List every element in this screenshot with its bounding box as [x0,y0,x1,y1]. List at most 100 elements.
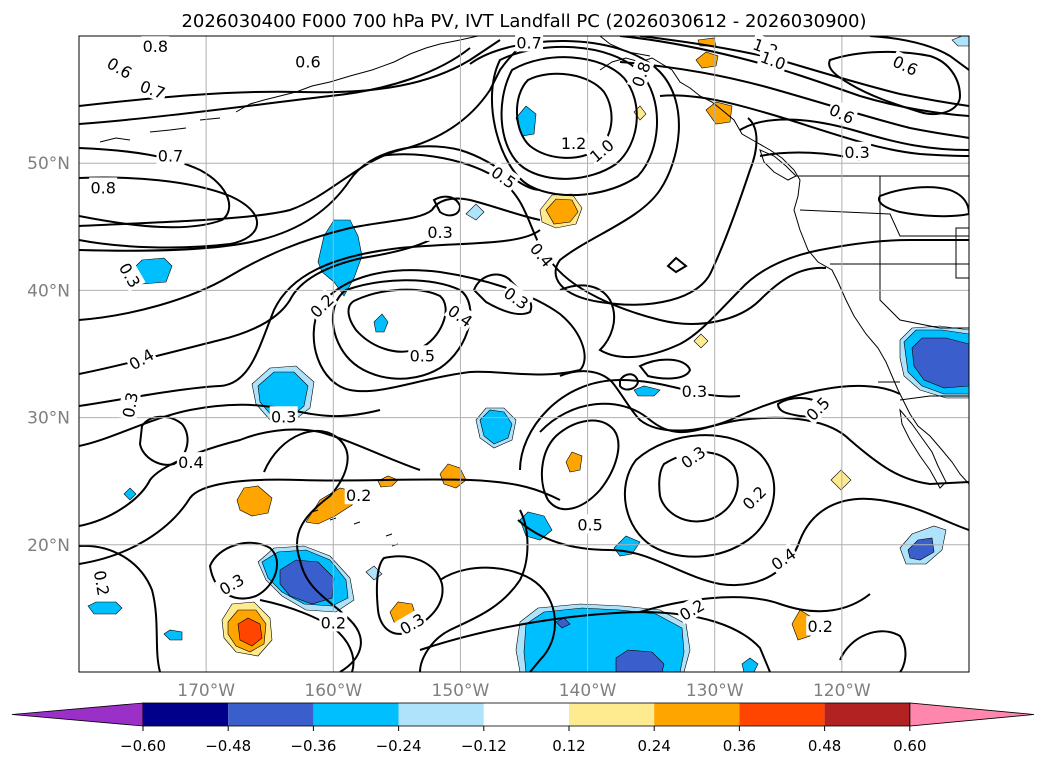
border-us-mexico [899,395,969,401]
contour-label-background [214,568,249,599]
contour-label-background [825,98,859,128]
contour-label: 0.2 [321,613,346,632]
shade-pos-14n-center [237,617,263,647]
contour-label-group: 0.5 [408,345,437,365]
contour-label-background [408,345,437,365]
shade-neg-20n [519,511,553,541]
colorbar-tick-label: 0.24 [637,737,670,755]
contour-label-group: 0.7 [156,145,185,166]
contour-line [878,186,969,218]
contour-label-background [293,51,322,71]
contour-line [419,610,771,672]
x-tick-label: 140°W [559,681,617,701]
colorbar-bin [569,703,655,726]
border-state-4 [879,264,969,329]
contour-label-background [394,608,429,639]
y-axis-ticks: 50°N 40°N 30°N 20°N [27,154,70,556]
contour-label: 0.3 [271,407,296,426]
contour-line [79,428,421,527]
contour-line [869,36,969,71]
contour-label-group: 0.2 [90,567,115,599]
border-state-5 [955,227,969,279]
x-axis-ticks: 170°W 160°W 150°W 140°W 130°W 120°W [177,681,871,701]
contour-label-background [559,132,588,152]
colorbar-bin [398,703,484,726]
colorbar-bin [654,703,740,726]
contour-label-background [675,440,710,473]
contour-label: 0.3 [427,223,452,242]
contour-label-background [443,299,478,332]
contour-line [623,434,776,558]
contour-label-group: 0.8 [89,177,118,197]
contour-line [79,39,501,107]
contour-label-background [756,46,790,74]
contour-label-background [89,177,118,197]
contour-label: 0.6 [295,52,320,71]
contour-line [312,269,586,393]
contour-label-background [680,380,709,400]
contour-line [619,36,969,117]
shade-pos-140w [565,451,583,473]
border-state-2 [799,209,969,237]
colorbar-tick-label: −0.12 [461,737,507,755]
contour-label-group: 0.4 [176,452,205,472]
contour-label-background [319,612,348,632]
contour-label-background [117,389,142,421]
contour-label-background [344,485,373,505]
shade-neg-45n [465,203,485,221]
x-tick-label: 130°W [686,681,744,701]
shade-neg-43n [317,219,363,297]
colorbar-tick-label: 0.12 [552,737,585,755]
contour-label-background [176,452,205,472]
x-tick-label: 150°W [432,681,490,701]
shade-neg-38n [373,313,389,333]
contour-label-background [806,616,835,636]
contour-line [79,47,471,125]
contour-label: 0.3 [682,382,707,401]
shade-pos-155w [377,475,399,488]
contour-label-background [115,257,146,292]
colorbar-bin [143,703,229,726]
x-tick-label: 120°W [813,681,871,701]
contour-line [639,36,969,107]
contour-label-group: 0.3 [117,389,142,421]
ivt-shading-layer [87,36,969,672]
contour-line [500,56,638,180]
colorbar-bin [483,703,569,726]
contour-label-background [626,57,655,91]
contour-line [559,239,969,359]
contour-label-group: 0.3 [269,406,298,426]
contour-label-background [525,237,559,272]
contour-line [517,497,969,587]
contour-line [379,153,827,325]
contour-label-background [103,52,137,83]
colorbar-bin [739,703,825,726]
contour-line [469,40,758,306]
colorbar-tick-label: −0.36 [290,737,336,755]
contour-line [79,39,531,227]
colorbar: −0.60 −0.48 −0.36 −0.24 −0.12 0.12 0.24 0.36 0.4… [11,702,1035,755]
contour-line [79,239,431,375]
contour-label: 0.2 [346,486,371,505]
contour-label-background [269,406,298,426]
shade-pos-119w [830,469,852,491]
contour-line [79,478,561,565]
contour-label-background [766,542,801,575]
contour-line [79,403,381,447]
coastline-north-america [599,57,969,485]
contour-label-group: 0.2 [344,485,373,505]
x-tick-label: 170°W [177,681,235,701]
contour-label: 0.8 [90,178,115,197]
y-tick-label: 50°N [27,154,70,174]
contour-label: 0.7 [158,147,183,166]
colorbar-bin [824,703,910,726]
contour-label-group: 0.5 [576,514,605,534]
chart-title: 2026030400 F000 700 hPa PV, IVT Landfall… [181,11,866,32]
contour-label-background [888,50,923,80]
shade-neg-bottom-core [615,649,665,672]
colorbar-extend-max [909,702,1035,727]
contour-line [539,402,969,486]
contour-line [138,415,189,466]
contour-label-group: 0.3 [426,221,455,242]
